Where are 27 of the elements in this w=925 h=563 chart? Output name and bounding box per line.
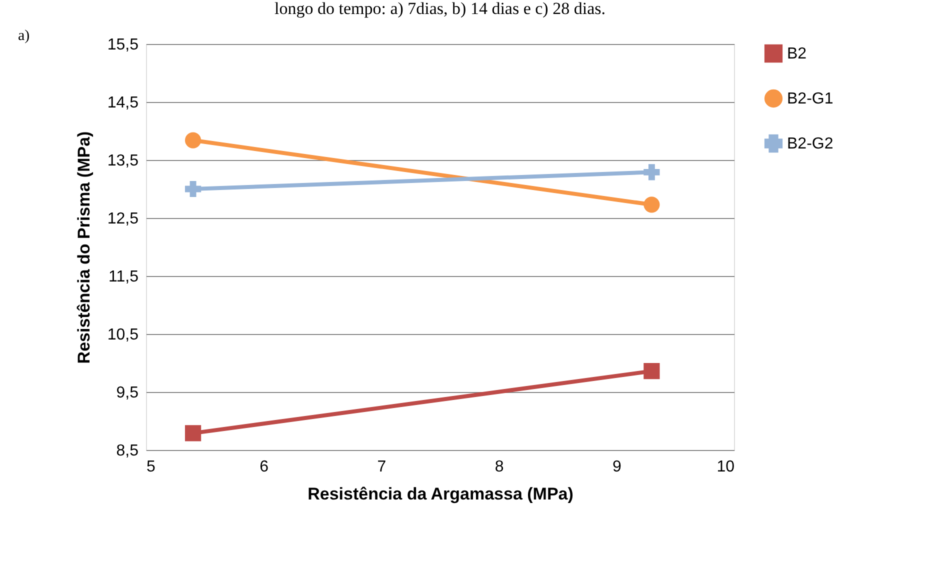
y-tick-label: 14,5 [107,94,139,112]
y-tick-label: 9,5 [116,384,139,402]
y-tick-label: 11,5 [108,268,139,286]
y-tick-label: 15,5 [107,36,139,54]
y-tick-label: 13,5 [107,152,139,170]
x-tick-label: 9 [612,458,622,476]
point [184,180,202,198]
legend-label: B2 [787,46,807,62]
x-tick-label: 6 [260,458,269,476]
point [644,363,660,380]
x-tick-label: 8 [494,458,504,476]
y-tick-label: 8,5 [116,442,139,460]
point [644,196,660,213]
x-tick-label: 5 [146,458,156,476]
x-tick-label: 10 [716,458,735,476]
legend-label: B2-G1 [787,90,834,108]
text: longo do tempo: a) 7dias, b) 14 dias e c) 28 dias. [274,0,606,18]
text: a) [18,28,30,44]
y-tick-label: 10,5 [107,326,139,344]
y-axis-title: Resistência do Prisma (MPa) [74,131,94,364]
point [184,132,202,148]
point [644,164,660,180]
point [184,425,202,442]
legend-label: B2-G2 [787,136,834,152]
x-axis-title: Resistência da Argamassa (MPa) [308,484,574,504]
x-tick-label: 7 [377,458,386,476]
y-tick-label: 12,5 [107,210,139,228]
